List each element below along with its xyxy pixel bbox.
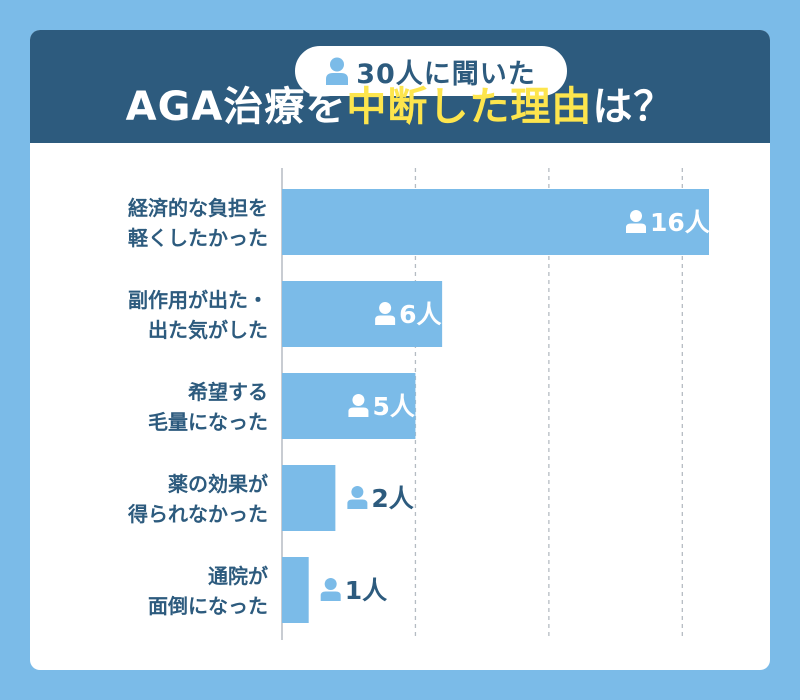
- data-label: 2人: [371, 484, 413, 513]
- respondent-badge: 30人に聞いた: [292, 43, 570, 99]
- page-title: AGA治療を 中断した理由 は？: [0, 73, 800, 133]
- bar: [282, 373, 416, 439]
- person-icon: [326, 57, 349, 85]
- person-icon: [347, 486, 368, 509]
- person-icon: [375, 302, 396, 325]
- category-label: 面倒になった: [148, 594, 268, 618]
- bar: [282, 189, 709, 255]
- category-label: 軽くしたかった: [128, 226, 268, 250]
- chart-card: 30人に聞いた: [30, 30, 770, 670]
- bar: [282, 557, 309, 623]
- person-icon: [348, 394, 369, 417]
- data-label: 1人: [345, 576, 387, 605]
- bar: [282, 281, 443, 347]
- category-label: 得られなかった: [127, 502, 268, 526]
- bar: [282, 465, 336, 531]
- person-icon: [626, 210, 646, 233]
- data-label: 5人: [372, 392, 414, 421]
- title-suffix: は？: [592, 84, 675, 130]
- category-label: 薬の効果が: [168, 472, 268, 496]
- badge-text: 30人に聞いた: [356, 58, 536, 90]
- person-icon: [320, 578, 341, 601]
- category-label: 経済的な負担を: [128, 196, 268, 220]
- category-label: 希望する: [188, 380, 268, 404]
- category-label: 毛量になった: [148, 410, 268, 434]
- category-label: 通院が: [208, 564, 268, 588]
- title-prefix: AGA治療を: [125, 84, 347, 130]
- category-label: 副作用が出た・: [128, 288, 268, 312]
- title-highlight: 中断した理由: [346, 84, 593, 130]
- data-label: 6人: [399, 300, 441, 329]
- category-label: 出た気がした: [148, 318, 268, 342]
- data-label: 16人: [650, 208, 710, 237]
